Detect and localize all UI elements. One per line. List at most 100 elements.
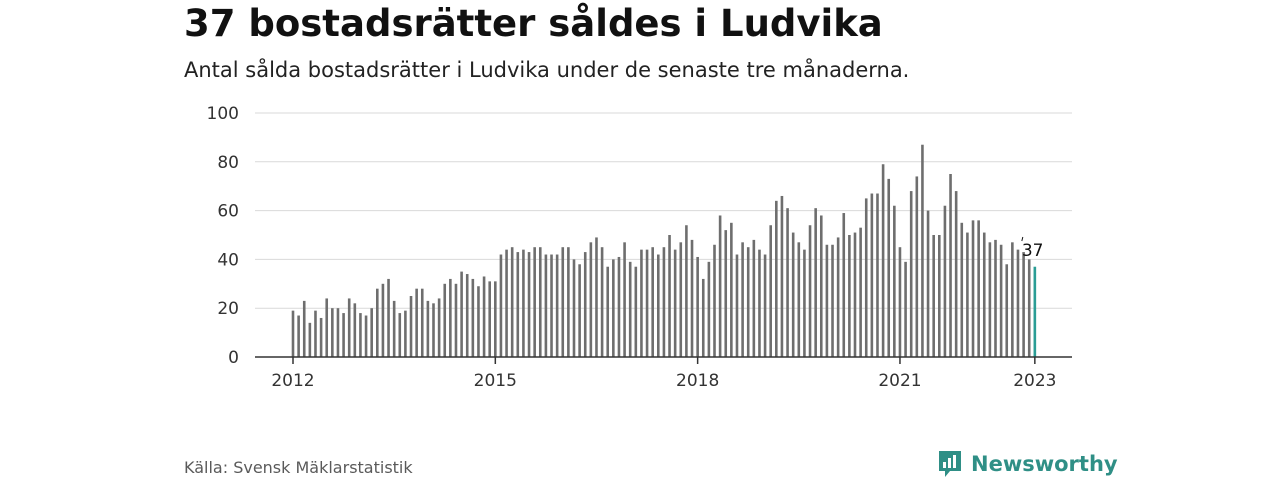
bar bbox=[836, 237, 840, 357]
bar bbox=[848, 235, 851, 357]
bar bbox=[538, 247, 542, 357]
bar bbox=[319, 317, 323, 357]
bar bbox=[443, 283, 447, 357]
bar bbox=[612, 259, 615, 357]
bar bbox=[707, 261, 711, 357]
bar bbox=[657, 254, 660, 357]
bar bbox=[679, 242, 683, 357]
bar bbox=[988, 242, 992, 357]
bar bbox=[331, 308, 334, 357]
bar bbox=[600, 247, 604, 357]
bar bbox=[724, 230, 728, 357]
bar bbox=[381, 283, 385, 357]
bar bbox=[522, 249, 525, 357]
bar bbox=[471, 278, 475, 357]
bar bbox=[555, 254, 559, 357]
bar bbox=[1027, 259, 1031, 357]
bar bbox=[291, 310, 295, 357]
bar bbox=[583, 252, 587, 357]
bar-chart: 0 20 40 60 80 100 2012 2015 2018 2021 2023 37 bbox=[207, 104, 1072, 391]
bar bbox=[308, 322, 312, 357]
bar bbox=[662, 247, 666, 357]
bar bbox=[977, 220, 980, 357]
bar bbox=[1016, 249, 1020, 357]
bar bbox=[819, 215, 823, 357]
bar bbox=[814, 208, 817, 357]
annotations: 37 bbox=[1021, 236, 1043, 261]
brand-name: Newsworthy bbox=[971, 452, 1118, 476]
bar bbox=[825, 244, 829, 357]
bar bbox=[932, 235, 935, 357]
bar bbox=[376, 288, 379, 357]
bar bbox=[696, 256, 699, 357]
page-title: 37 bostadsrätter såldes i Ludvika bbox=[184, 2, 883, 45]
bar bbox=[926, 210, 930, 357]
brand-logo: Newsworthy bbox=[937, 448, 1118, 480]
bar bbox=[954, 191, 958, 357]
bar bbox=[904, 261, 907, 357]
bar bbox=[690, 239, 694, 357]
bar bbox=[387, 278, 390, 357]
bar bbox=[572, 259, 576, 357]
x-tick-label: 2018 bbox=[676, 371, 719, 391]
bar bbox=[454, 283, 458, 357]
bar bbox=[628, 261, 632, 357]
bar bbox=[482, 276, 486, 357]
bar bbox=[735, 254, 739, 357]
bar bbox=[347, 298, 351, 357]
bar bbox=[713, 244, 716, 357]
bar bbox=[494, 281, 497, 357]
bar bbox=[325, 298, 329, 357]
bar bbox=[730, 222, 733, 357]
bar bbox=[808, 225, 812, 357]
annotation-tick bbox=[1021, 236, 1024, 242]
source-note: Källa: Svensk Mäklarstatistik bbox=[184, 458, 413, 477]
bar bbox=[859, 227, 862, 357]
bar bbox=[909, 191, 913, 357]
bar bbox=[758, 249, 761, 357]
bar bbox=[870, 193, 874, 357]
bar bbox=[673, 249, 677, 357]
bar bbox=[623, 242, 626, 357]
bar bbox=[898, 247, 902, 357]
x-axis bbox=[255, 356, 1072, 364]
y-tick-label: 0 bbox=[228, 348, 239, 368]
bar bbox=[999, 244, 1003, 357]
bar bbox=[370, 308, 373, 357]
bar bbox=[527, 252, 531, 357]
bar bbox=[516, 252, 520, 357]
bar bbox=[409, 296, 413, 357]
x-axis-labels: 2012 2015 2018 2021 2023 bbox=[271, 371, 1056, 391]
page-subtitle: Antal sålda bostadsrätter i Ludvika unde… bbox=[184, 58, 910, 82]
bar bbox=[864, 198, 868, 357]
bar bbox=[505, 249, 508, 357]
bar bbox=[595, 237, 598, 357]
y-tick-label: 80 bbox=[217, 153, 239, 173]
bar bbox=[533, 247, 536, 357]
bar bbox=[499, 254, 503, 357]
bar bbox=[982, 232, 986, 357]
bar bbox=[887, 178, 891, 357]
bar bbox=[718, 215, 722, 357]
y-tick-label: 20 bbox=[217, 299, 239, 319]
bar bbox=[437, 298, 441, 357]
y-tick-label: 40 bbox=[217, 250, 239, 270]
bar bbox=[741, 242, 744, 357]
x-tick-label: 2021 bbox=[878, 371, 921, 391]
bar bbox=[567, 247, 570, 357]
bar bbox=[606, 266, 610, 357]
x-tick-label: 2015 bbox=[474, 371, 517, 391]
bar bbox=[392, 300, 396, 357]
bar bbox=[460, 271, 463, 357]
bar bbox=[780, 195, 784, 357]
bar bbox=[510, 247, 514, 357]
bar bbox=[763, 254, 767, 357]
bar bbox=[769, 225, 772, 357]
bar bbox=[943, 205, 947, 357]
bar bbox=[589, 242, 593, 357]
bar bbox=[353, 303, 357, 357]
bar bbox=[752, 239, 756, 357]
bar bbox=[342, 313, 345, 357]
bars bbox=[291, 144, 1037, 357]
bar bbox=[415, 288, 418, 357]
